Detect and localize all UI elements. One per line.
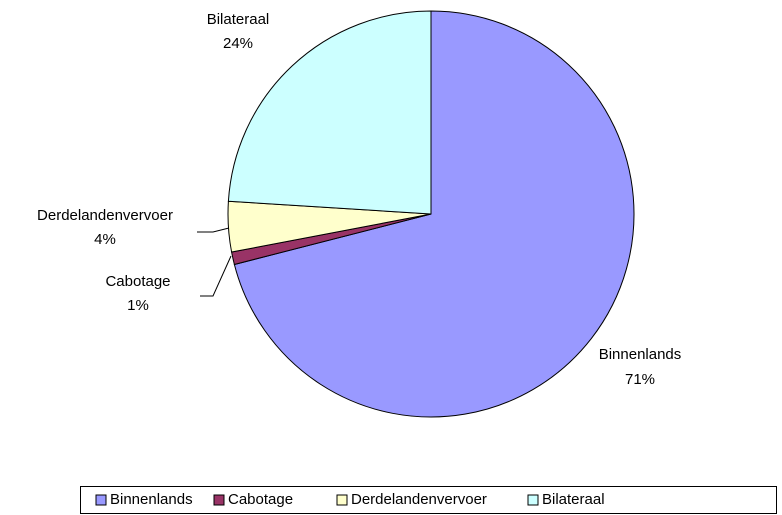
pie-slice	[227, 10, 432, 215]
legend-swatch	[336, 494, 348, 506]
legend-swatch	[527, 494, 539, 506]
legend-box	[80, 486, 777, 514]
slice-label: Derdelandenvervoer	[37, 207, 173, 224]
legend-swatch	[95, 494, 107, 506]
leader-line	[200, 255, 232, 297]
slice-value-label: 71%	[625, 371, 655, 388]
slice-label: Cabotage	[105, 273, 170, 290]
legend-swatch	[213, 494, 225, 506]
leader-lines	[197, 227, 232, 297]
legend-label: Bilateraal	[542, 491, 605, 508]
pie-slice	[233, 10, 635, 418]
legend-label: Derdelandenvervoer	[351, 491, 487, 508]
slice-value-label: 4%	[94, 231, 116, 248]
leader-line	[197, 227, 230, 233]
slice-label: Bilateraal	[207, 11, 270, 28]
legend-label: Cabotage	[228, 491, 293, 508]
slice-value-label: 24%	[223, 35, 253, 52]
slice-label: Binnenlands	[599, 346, 682, 363]
legend-label: Binnenlands	[110, 491, 193, 508]
slice-value-label: 1%	[127, 297, 149, 314]
